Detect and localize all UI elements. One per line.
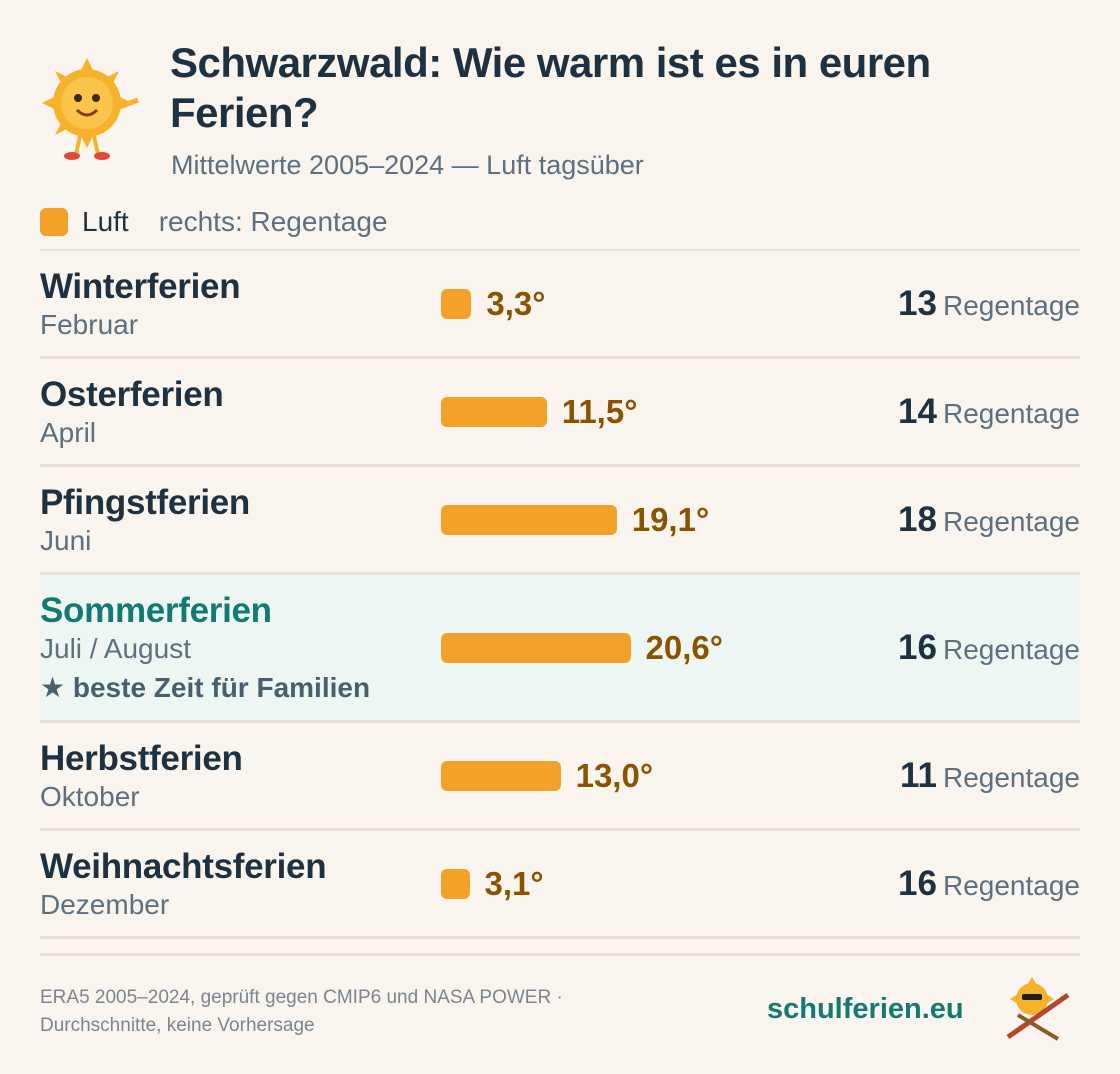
rows: Winterferien Februar 3,3° 13 Regentage Osterf… xyxy=(40,249,1080,939)
source-line: Durchschnitte, keine Vorhersage xyxy=(40,1015,315,1036)
category-name: Weihnachtsferien xyxy=(40,846,327,886)
category-name: Winterferien xyxy=(40,266,241,306)
bar-cell: 3,3° xyxy=(441,285,898,323)
row: Pfingstferien Juni 19,1° 18 Regentage xyxy=(40,467,1080,575)
legend-swatch xyxy=(40,208,68,236)
category-name: Pfingstferien xyxy=(40,482,251,522)
bar-cell: 20,6° xyxy=(441,629,898,667)
rain-days: 14 xyxy=(898,391,937,431)
divider xyxy=(40,953,1080,956)
category-month: Juli / August xyxy=(40,633,191,664)
chart-title: Schwarzwald: Wie warm ist es in euren Fe… xyxy=(170,39,931,136)
bar xyxy=(441,632,631,663)
bar-cell: 3,1° xyxy=(441,865,898,903)
highlight-note: ★ beste Zeit für Familien xyxy=(40,672,371,703)
category-month: Februar xyxy=(40,308,139,340)
value-label: 19,1° xyxy=(631,500,710,538)
value-label: 3,3° xyxy=(486,284,546,322)
rain-days: 18 xyxy=(898,499,937,539)
rain-cell: 16 Regentage xyxy=(898,628,1080,668)
rain-days: 13 xyxy=(898,283,937,323)
rain-cell: 14 Regentage xyxy=(898,392,1080,432)
rain-cell: 18 Regentage xyxy=(898,500,1080,540)
footer: ERA5 2005–2024, geprüft gegen CMIP6 und … xyxy=(40,984,563,1040)
rain-cell: 11 Regentage xyxy=(900,756,1080,796)
rain-days: 16 xyxy=(898,863,937,903)
bar-cell: 13,0° xyxy=(441,757,900,795)
bar xyxy=(441,504,617,535)
sun-mascot xyxy=(42,58,139,160)
rain-unit: Regentage xyxy=(942,505,1080,537)
rain-unit: Regentage xyxy=(942,289,1080,321)
source-line: ERA5 2005–2024, geprüft gegen CMIP6 und … xyxy=(40,987,563,1008)
rain-unit: Regentage xyxy=(942,633,1080,665)
rain-unit: Regentage xyxy=(942,869,1080,901)
value-label: 13,0° xyxy=(575,756,654,794)
legend: Luft rechts: Regentage xyxy=(40,206,388,238)
bar xyxy=(441,760,561,791)
legend-note: rechts: Regentage xyxy=(158,206,388,237)
row-label: Winterferien Februar xyxy=(40,267,441,341)
row-label: Pfingstferien Juni xyxy=(40,483,441,557)
bar xyxy=(441,288,472,319)
category-name: Herbstferien xyxy=(40,738,243,778)
value-label: 3,1° xyxy=(484,864,544,902)
rain-unit: Regentage xyxy=(942,761,1080,793)
rain-days: 16 xyxy=(898,627,937,667)
category-name: Sommerferien xyxy=(40,591,272,630)
rain-cell: 13 Regentage xyxy=(898,284,1080,324)
bar-cell: 11,5° xyxy=(441,393,898,431)
value-label: 20,6° xyxy=(645,628,723,666)
category-month: April xyxy=(40,416,97,448)
legend-label: Luft xyxy=(82,206,129,237)
category-month: Oktober xyxy=(40,780,140,812)
category-name: Osterferien xyxy=(40,374,224,414)
brand: schulferien.eu xyxy=(767,993,964,1025)
row: Sommerferien Juli / August ★ beste Zeit fü… xyxy=(40,575,1080,723)
row: Weihnachtsferien Dezember 3,1° 16 Regentage xyxy=(40,831,1080,939)
category-month: Juni xyxy=(40,524,92,556)
bar xyxy=(441,396,547,427)
row-label: Herbstferien Oktober xyxy=(40,739,441,813)
rain-days: 11 xyxy=(899,755,937,795)
row-label: Weihnachtsferien Dezember xyxy=(40,847,441,921)
value-label: 11,5° xyxy=(561,392,638,430)
row: Herbstferien Oktober 13,0° 11 Regentage xyxy=(40,723,1080,831)
row: Winterferien Februar 3,3° 13 Regentage xyxy=(40,251,1080,359)
chart-subtitle: Mittelwerte 2005–2024 — Luft tagsüber xyxy=(171,150,644,180)
bar-cell: 19,1° xyxy=(441,501,898,539)
sun-lounger-icon xyxy=(1006,977,1070,1041)
category-month: Dezember xyxy=(40,888,170,920)
bar xyxy=(441,868,470,899)
rain-cell: 16 Regentage xyxy=(898,864,1080,904)
row: Osterferien April 11,5° 14 Regentage xyxy=(40,359,1080,467)
rain-unit: Regentage xyxy=(942,397,1080,429)
row-label: Osterferien April xyxy=(40,375,441,449)
row-label: Sommerferien Juli / August ★ beste Zeit fü… xyxy=(40,591,441,704)
